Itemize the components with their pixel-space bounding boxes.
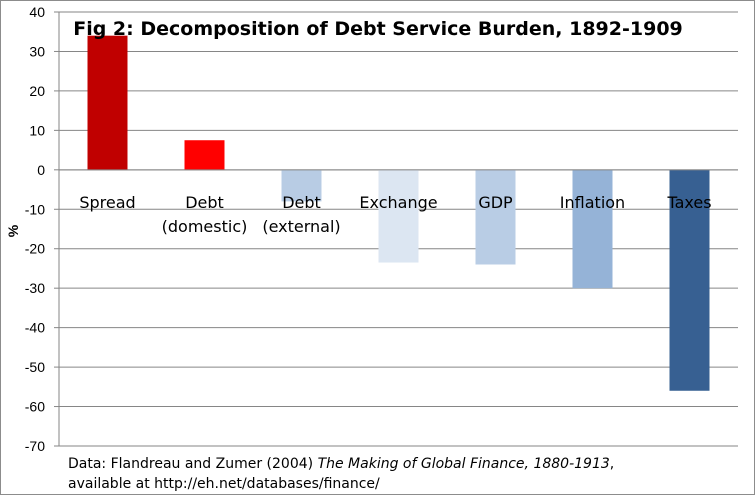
gridlines — [59, 11, 738, 447]
y-tick-label: -30 — [25, 280, 45, 296]
y-tick-label: 40 — [29, 4, 45, 20]
bars — [87, 35, 710, 391]
bar — [475, 169, 516, 265]
y-tick-label: 10 — [29, 122, 45, 138]
y-tick-label: -10 — [25, 201, 45, 217]
y-tick-label: -70 — [25, 438, 45, 454]
source-note: Data: Flandreau and Zumer (2004) The Mak… — [68, 454, 614, 494]
y-tick-label: -50 — [25, 359, 45, 375]
chart-title: Fig 2: Decomposition of Debt Service Bur… — [73, 18, 683, 40]
y-tick-label: -40 — [25, 320, 45, 336]
bar — [572, 169, 613, 289]
bar — [87, 35, 128, 170]
category-label: Exchange — [359, 193, 437, 212]
category-label: Spread — [79, 193, 135, 212]
bar — [184, 140, 225, 170]
y-tick-label: 30 — [29, 43, 45, 59]
category-labels: Spread Debt (domestic) Debt (external) Exchan… — [79, 193, 711, 236]
category-label: GDP — [478, 193, 513, 212]
y-axis-label: % — [5, 224, 21, 237]
y-tick-label: 0 — [37, 162, 45, 178]
source-suffix: , — [609, 456, 615, 472]
category-label: Debt (domestic) — [162, 193, 248, 236]
y-tick-label: -60 — [25, 399, 45, 415]
y-tick-label: 20 — [29, 83, 45, 99]
category-label: Debt (external) — [262, 193, 340, 236]
source-book-title: The Making of Global Finance, 1880-1913 — [317, 456, 610, 472]
bar — [281, 169, 322, 202]
y-axis-ticks: 40 30 20 10 0 -10 -20 -30 -40 -50 -60 -70 — [25, 4, 59, 454]
category-label: Taxes — [666, 193, 711, 212]
bar — [378, 169, 419, 263]
bar — [669, 169, 710, 391]
source-url: available at http://eh.net/databases/fin… — [68, 476, 380, 492]
category-label: Inflation — [560, 193, 625, 212]
source-prefix: Data: Flandreau and Zumer (2004) — [68, 456, 318, 472]
axes — [58, 12, 738, 446]
y-tick-label: -20 — [25, 241, 45, 257]
